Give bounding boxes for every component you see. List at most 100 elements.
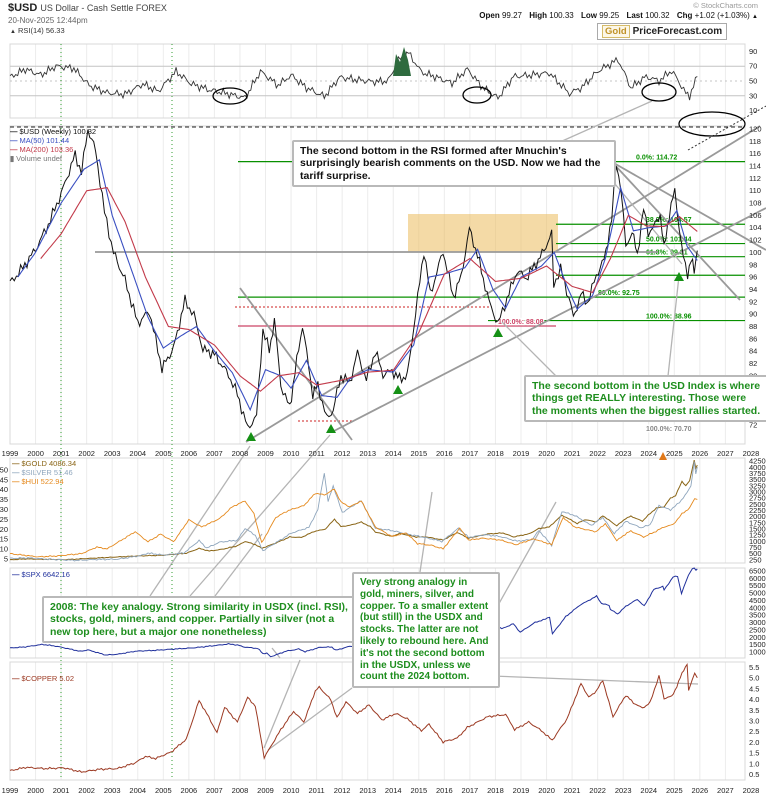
brand-gold: Gold [602,25,630,38]
y-axis-label: 72 [749,421,757,430]
y-axis-label: 106 [749,211,762,220]
y-axis-label: 2.0 [749,738,759,747]
copper-swatch-icon: — [12,674,20,683]
y-axis-label: 82 [749,359,757,368]
y-axis-label: 6500 [749,566,766,575]
rsi-legend: ▲ RSI(14) 56.33 [10,26,65,37]
hui-legend-label: $HUI 522.94 [21,477,64,486]
y-axis-label: 84 [749,347,757,356]
metals-legend: — $GOLD 4086.34 — $SILVER 51.46 — $HUI 522.… [12,459,76,486]
x-axis-year-label: 2024 [640,449,657,458]
x-axis-year-label: 2014 [385,449,402,458]
y-axis-label: 3250 [749,481,766,490]
highlight-zone [408,214,558,252]
last-value: 100.32 [645,11,670,20]
x-axis-year-label: 2023 [615,449,632,458]
x-axis-year-label: 1999 [2,786,19,795]
ma50-legend-label: MA(50) 101.44 [19,136,70,145]
y-axis-label: 10 [749,106,757,115]
y-axis-label: 500 [749,549,762,558]
usd-series [9,129,698,429]
x-axis-year-label: 2006 [181,449,198,458]
y-axis-label: 4000 [749,463,766,472]
x-axis-year-label: 2009 [257,449,274,458]
y-axis-label: 70 [749,62,757,71]
callout-line [491,501,557,617]
trendline [611,161,766,251]
highlight-ellipse [678,111,746,137]
x-axis-year-label: 2023 [615,786,632,795]
copper-legend-label: $COPPER 5.02 [21,674,75,683]
hui-series [9,488,698,558]
y-axis-label: 1.5 [749,749,759,758]
x-axis-year-label: 2021 [564,786,581,795]
y-axis-label: 50 [749,77,757,86]
ma200-swatch-icon: — [10,145,18,154]
open-value: 99.27 [501,11,523,20]
x-axis-year-label: 2022 [589,786,606,795]
annotation-rsi-second-bottom: The second bottom in the RSI formed afte… [292,140,616,188]
ma50-swatch-icon: — [10,136,18,145]
chg-up-icon: ▲ [752,14,758,20]
orange-up-arrow [659,452,667,460]
fib-label: 100.0%: 88.08 [498,319,544,326]
x-axis-year-label: 2011 [309,449,325,458]
y-axis-label: 4500 [749,596,766,605]
x-axis-year-label: 2021 [564,449,581,458]
x-axis-year-label: 2001 [53,449,70,458]
x-axis-year-label: 2026 [692,449,709,458]
ma200-series [40,187,698,392]
fib-label: 100.0%: 70.70 [646,426,692,433]
rsi-series [9,51,698,101]
y-axis-label: 90 [749,47,757,56]
main-legend: — $USD (Weekly) 100.32 — MA(50) 101.44 — MA… [10,127,96,163]
y-axis-label: 108 [749,199,762,208]
x-axis-year-label: 2016 [436,786,453,795]
y-axis-label: 3000 [749,618,766,627]
ma200-legend-label: MA(200) 103.36 [19,145,74,154]
copper-series [9,663,698,773]
high-value: 100.33 [549,11,574,20]
y-axis-label: 250 [749,555,762,564]
green-up-arrow [246,432,256,441]
x-axis-year-label: 2028 [743,449,760,458]
callout-line [263,659,301,749]
silver-legend-label: $SILVER 51.46 [21,468,73,477]
x-axis-year-label: 2002 [78,786,95,795]
y-axis-label: 112 [749,174,761,183]
x-axis-year-label: 2018 [487,786,504,795]
fib-label: 61.8%: 99.31 [646,250,688,257]
x-axis-year-label: 2013 [359,449,376,458]
annotation-2008-analogy: 2008: The key analogy. Strong similarity… [42,596,356,644]
x-axis-year-label: 2002 [78,449,95,458]
y-axis-label: 4000 [749,603,766,612]
copyright: © StockCharts.com [693,1,758,10]
y-axis-label-left: 20 [0,525,8,534]
x-axis-year-label: 2004 [129,786,146,795]
y-axis-label: 88 [749,322,757,331]
trendline [245,125,761,443]
x-axis-year-label: 2007 [206,449,223,458]
y-axis-label: 110 [749,186,761,195]
ma50-series [17,159,698,412]
y-axis-label: 2000 [749,512,766,521]
y-axis-label: 1250 [749,531,766,540]
x-axis-year-label: 2012 [334,786,351,795]
timestamp: 20-Nov-2025 12:44pm [8,16,88,25]
fib-label: 80.0%: 92.75 [598,290,640,297]
y-axis-label: 118 [749,137,761,146]
y-axis-label-left: 15 [0,535,8,544]
chg-value: +1.02 (+1.03%) [694,11,750,20]
spx-legend: — $SPX 6642.16 [12,570,70,579]
x-axis-year-label: 2010 [283,786,300,795]
x-axis-year-label: 2019 [513,786,530,795]
x-axis-year-label: 2025 [666,786,683,795]
hui-swatch-icon: — [12,477,20,486]
x-axis-year-label: 2015 [410,449,427,458]
annotation-strong-analogy: Very strong analogy in gold, miners, sil… [352,572,500,689]
y-axis-label: 86 [749,334,757,343]
x-axis-year-label: 2022 [589,449,606,458]
x-axis-year-label: 2020 [538,786,555,795]
x-axis-year-label: 2017 [462,449,479,458]
fib-label: 0.0%: 114.72 [636,155,677,162]
